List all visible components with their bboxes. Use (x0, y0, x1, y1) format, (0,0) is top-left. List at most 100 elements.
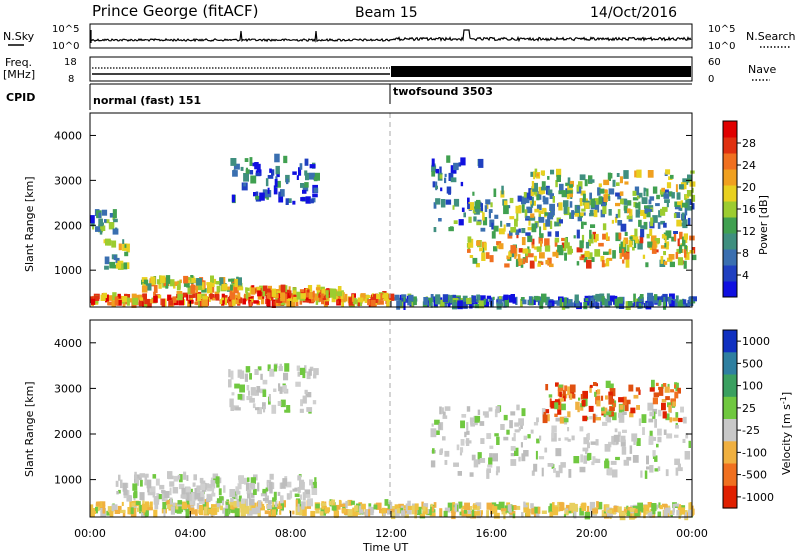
heatmap-cell (503, 205, 509, 215)
heatmap-cell (496, 241, 502, 246)
heatmap-cell (539, 300, 543, 308)
heatmap-cell (126, 297, 130, 306)
heatmap-cell (535, 450, 538, 460)
heatmap-cell (509, 197, 514, 204)
heatmap-cell (468, 506, 473, 511)
heatmap-cell (647, 170, 654, 178)
heatmap-cell (541, 408, 546, 415)
heatmap-cell (647, 241, 653, 248)
colorbar-swatch (723, 485, 737, 509)
heatmap-cell (579, 426, 584, 432)
heatmap-cell (604, 189, 608, 193)
heatmap-cell (590, 224, 596, 228)
heatmap-cell (387, 504, 390, 509)
heatmap-cell (207, 487, 213, 492)
heatmap-cell (558, 465, 563, 474)
heatmap-cell (662, 383, 667, 387)
heatmap-cell (312, 400, 317, 405)
heatmap-cell (104, 219, 107, 223)
heatmap-cell (559, 392, 562, 398)
heatmap-cell (504, 200, 508, 206)
heatmap-cell (529, 297, 532, 304)
heatmap-cell (684, 245, 687, 251)
heatmap-cell (111, 299, 116, 307)
heatmap-cell (169, 487, 172, 496)
heatmap-cell (635, 236, 639, 244)
heatmap-cell (186, 504, 191, 509)
heatmap-cell (477, 296, 484, 302)
heatmap-cell (664, 199, 670, 203)
colorbar-swatch (723, 441, 737, 465)
heatmap-cell (150, 276, 156, 285)
heatmap-cell (567, 509, 572, 514)
heatmap-cell (611, 435, 616, 445)
heatmap-cell (244, 477, 249, 485)
heatmap-cell (300, 399, 303, 407)
heatmap-cell (280, 399, 286, 408)
heatmap-cell (571, 435, 575, 441)
heatmap-cell (134, 471, 137, 479)
heatmap-cell (460, 181, 464, 187)
heatmap-cell (104, 256, 110, 265)
heatmap-cell (453, 198, 460, 207)
heatmap-cell (257, 500, 262, 508)
heatmap-cell (630, 235, 637, 240)
heatmap-cell (652, 408, 658, 414)
heatmap-cell (441, 407, 444, 414)
colorbar-tick-label: 25 (742, 402, 756, 415)
heatmap-cell (651, 379, 655, 389)
heatmap-cell (541, 510, 547, 514)
colorbar-tick-label: 28 (742, 137, 756, 150)
heatmap-cell (486, 510, 489, 518)
heatmap-cell (597, 501, 603, 510)
heatmap-cell (652, 215, 658, 223)
heatmap-cell (605, 232, 608, 240)
x-tick-label: 16:00 (475, 527, 507, 540)
heatmap-cell (617, 220, 623, 226)
heatmap-cell (606, 414, 612, 423)
heatmap-cell (394, 294, 400, 301)
y-tick-label: 4000 (54, 129, 82, 142)
heatmap-cell (535, 222, 538, 229)
heatmap-cell (231, 392, 235, 396)
heatmap-cell (659, 189, 665, 195)
heatmap-cell (472, 208, 477, 214)
heatmap-cell (117, 505, 122, 512)
heatmap-cell (619, 251, 622, 259)
heatmap-cell (450, 177, 457, 183)
heatmap-cell (682, 438, 686, 443)
heatmap-cell (321, 288, 326, 297)
heatmap-cell (406, 506, 412, 515)
heatmap-cell (141, 503, 146, 513)
heatmap-cell (654, 468, 659, 472)
heatmap-cell (521, 196, 527, 205)
heatmap-cell (239, 384, 245, 393)
heatmap-cell (605, 414, 608, 422)
heatmap-cell (300, 183, 305, 188)
heatmap-cell (249, 301, 252, 307)
heatmap-cell (297, 371, 301, 377)
heatmap-cell (154, 502, 159, 510)
heatmap-cell (351, 500, 355, 505)
heatmap-cell (544, 212, 549, 216)
heatmap-cell (657, 296, 664, 301)
heatmap-cell (503, 414, 508, 421)
heatmap-cell (649, 196, 655, 201)
heatmap-cell (622, 239, 626, 248)
heatmap-cell (557, 384, 564, 391)
heatmap-cell (595, 233, 599, 241)
heatmap-cell (108, 295, 114, 301)
heatmap-cell (516, 234, 519, 239)
heatmap-cell (586, 259, 592, 269)
heatmap-cell (440, 448, 443, 454)
heatmap-cell (233, 163, 240, 170)
heatmap-cell (329, 499, 333, 507)
heatmap-cell (145, 283, 152, 291)
heatmap-cell (187, 286, 193, 295)
colorbar-swatch (723, 463, 737, 487)
heatmap-cell (142, 293, 147, 302)
heatmap-cell (572, 393, 576, 399)
heatmap-cell (247, 477, 250, 482)
heatmap-cell (106, 510, 111, 516)
